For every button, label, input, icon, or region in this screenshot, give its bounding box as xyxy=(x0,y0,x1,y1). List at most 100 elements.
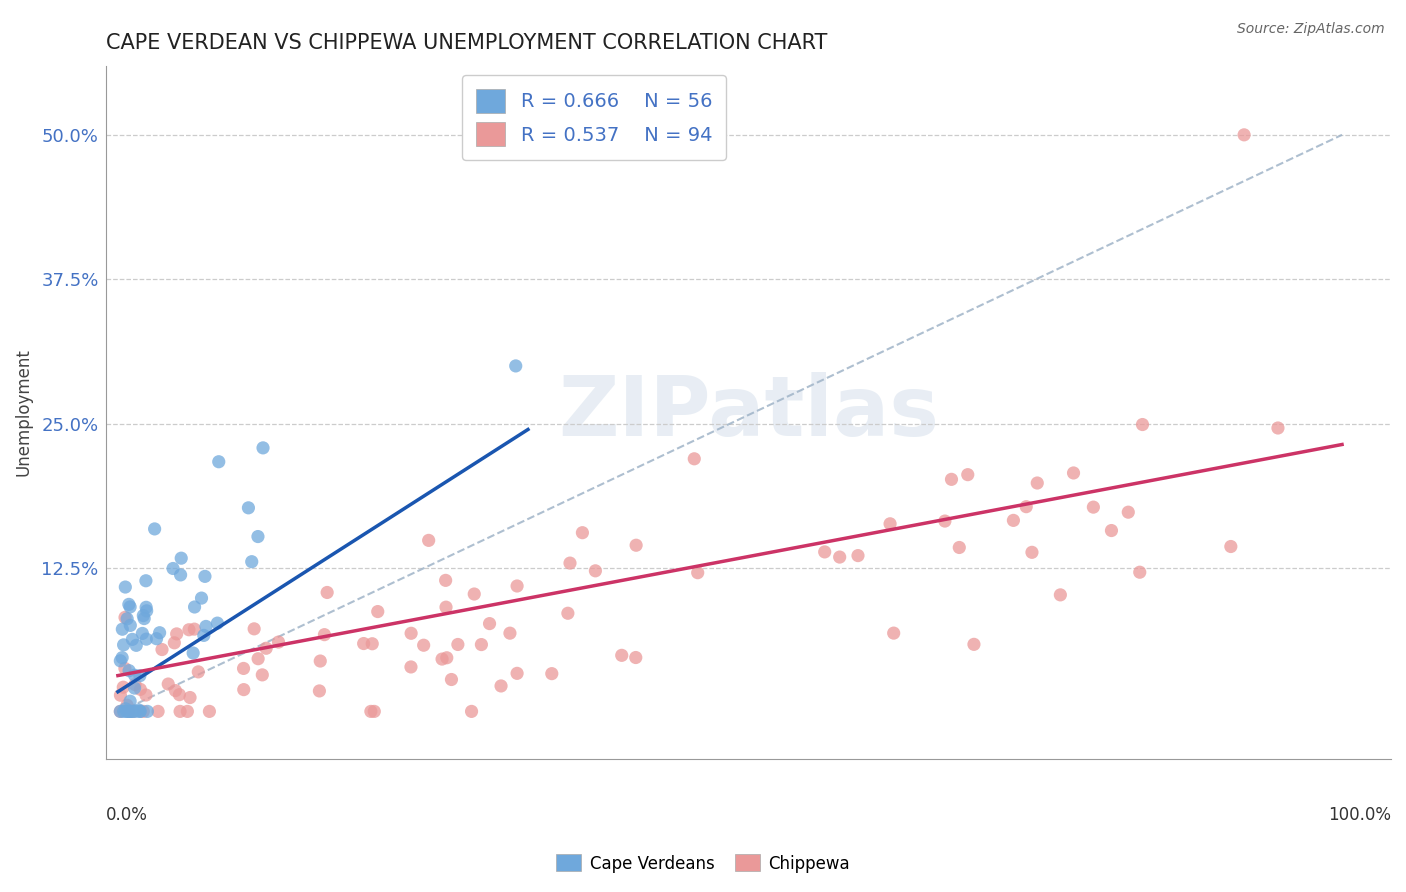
Legend: R = 0.666    N = 56, R = 0.537    N = 94: R = 0.666 N = 56, R = 0.537 N = 94 xyxy=(463,75,725,160)
Point xyxy=(252,668,274,682)
Point xyxy=(121,632,143,647)
Point xyxy=(246,530,269,544)
Point xyxy=(110,705,132,719)
Point xyxy=(120,705,142,719)
Point xyxy=(440,673,463,687)
Point xyxy=(470,638,492,652)
Point xyxy=(254,641,277,656)
Point xyxy=(308,684,330,698)
Point xyxy=(1021,545,1043,559)
Point xyxy=(1002,513,1025,527)
Point xyxy=(112,705,135,719)
Point xyxy=(169,568,191,582)
Point xyxy=(238,500,260,515)
Point xyxy=(828,550,851,565)
Point xyxy=(460,705,482,719)
Point xyxy=(132,705,155,719)
Point xyxy=(187,665,209,679)
Text: ZIPatlas: ZIPatlas xyxy=(558,372,939,452)
Point xyxy=(434,574,457,588)
Point xyxy=(149,625,172,640)
Point xyxy=(124,705,146,719)
Point xyxy=(1049,588,1071,602)
Point xyxy=(114,580,136,594)
Point xyxy=(135,600,157,615)
Point xyxy=(120,694,142,708)
Point xyxy=(136,705,159,719)
Point xyxy=(115,698,138,713)
Point xyxy=(129,705,152,719)
Point xyxy=(122,705,145,719)
Point xyxy=(118,705,141,719)
Point xyxy=(1129,565,1152,579)
Point xyxy=(150,642,173,657)
Point xyxy=(624,538,647,552)
Point xyxy=(1219,540,1241,554)
Point xyxy=(430,652,453,666)
Point xyxy=(232,682,254,697)
Point xyxy=(143,522,166,536)
Point xyxy=(478,616,501,631)
Text: 100.0%: 100.0% xyxy=(1329,805,1391,824)
Point xyxy=(558,556,581,570)
Point xyxy=(505,359,527,373)
Point xyxy=(1233,128,1256,142)
Point xyxy=(243,622,266,636)
Point xyxy=(114,610,136,624)
Point xyxy=(111,622,134,636)
Point xyxy=(309,654,332,668)
Y-axis label: Unemployment: Unemployment xyxy=(15,348,32,476)
Point xyxy=(267,635,290,649)
Point xyxy=(183,599,205,614)
Point xyxy=(194,619,217,633)
Point xyxy=(165,683,187,698)
Point xyxy=(1132,417,1154,432)
Point xyxy=(157,677,180,691)
Text: Source: ZipAtlas.com: Source: ZipAtlas.com xyxy=(1237,22,1385,37)
Point xyxy=(134,611,156,625)
Point xyxy=(353,636,375,650)
Point xyxy=(146,705,169,719)
Point xyxy=(360,705,382,719)
Point xyxy=(418,533,440,548)
Point xyxy=(118,664,141,678)
Point xyxy=(506,666,529,681)
Point xyxy=(120,705,142,719)
Point xyxy=(166,627,188,641)
Point xyxy=(506,579,529,593)
Point xyxy=(686,566,709,580)
Point xyxy=(177,623,200,637)
Point xyxy=(363,705,385,719)
Point xyxy=(145,632,167,646)
Point xyxy=(112,680,135,694)
Point xyxy=(489,679,512,693)
Point xyxy=(110,705,132,719)
Point xyxy=(112,638,135,652)
Point xyxy=(169,688,191,702)
Point xyxy=(571,525,593,540)
Point xyxy=(207,616,229,631)
Point xyxy=(252,441,274,455)
Point xyxy=(240,555,263,569)
Point xyxy=(814,545,837,559)
Point xyxy=(193,628,215,642)
Point xyxy=(1026,476,1049,491)
Point xyxy=(135,604,157,618)
Point xyxy=(169,705,191,719)
Point xyxy=(114,702,136,716)
Point xyxy=(111,650,134,665)
Point xyxy=(883,626,905,640)
Point xyxy=(115,612,138,626)
Point xyxy=(540,666,562,681)
Point xyxy=(956,467,979,482)
Point xyxy=(115,705,138,719)
Point xyxy=(232,661,254,675)
Point xyxy=(120,618,142,632)
Point xyxy=(879,516,901,531)
Point xyxy=(124,677,146,691)
Point xyxy=(399,626,422,640)
Point xyxy=(683,451,706,466)
Point xyxy=(170,551,193,566)
Point xyxy=(135,574,157,588)
Point xyxy=(1015,500,1038,514)
